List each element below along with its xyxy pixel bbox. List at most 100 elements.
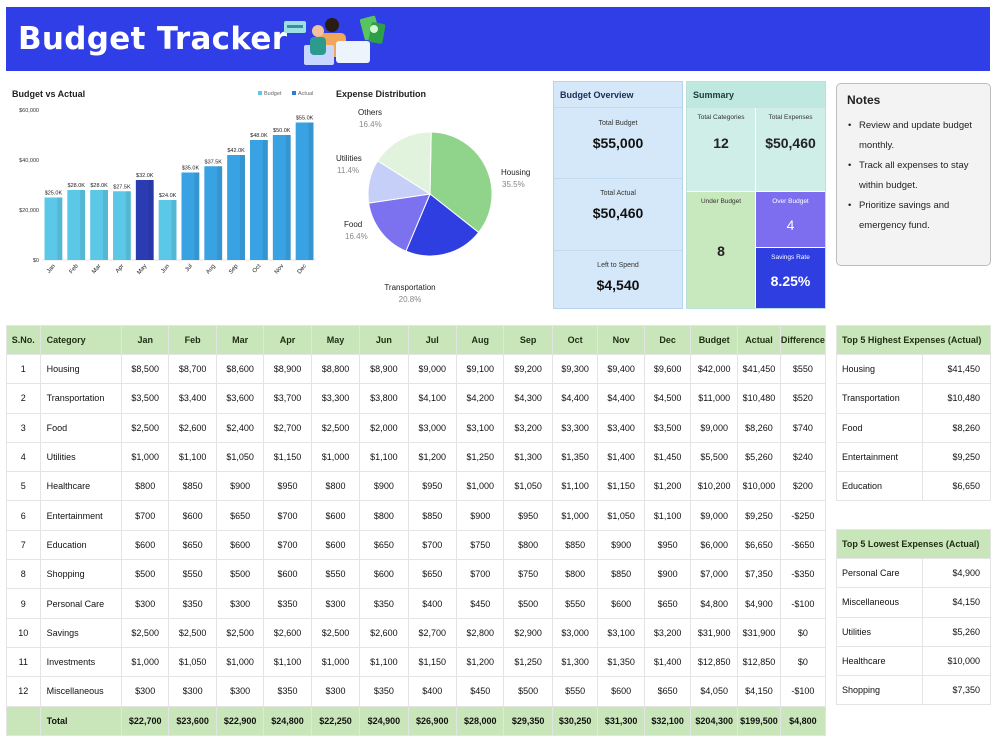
slice-percent: 16.4%: [345, 232, 368, 241]
bar: [204, 166, 223, 260]
slice-label: Utilities: [336, 154, 362, 163]
table-cell: $8,800: [310, 353, 361, 385]
x-tick-label: Feb: [69, 263, 81, 275]
table-cell: $300: [120, 588, 170, 619]
table-cell: $700: [263, 529, 312, 561]
list-item: Transportation $10,480: [836, 383, 991, 414]
table-cell: $11,000: [690, 383, 739, 414]
expense-amount: $4,150: [922, 587, 991, 618]
table-cell: $1,250: [503, 646, 553, 678]
column-header: Dec: [643, 325, 692, 355]
pie-slice: [429, 131, 493, 234]
table-cell: $900: [215, 471, 265, 502]
divider: [554, 250, 682, 251]
table-row: 8 Shopping $500 $550 $500 $600 $550 $600 $650 $70…: [6, 559, 827, 590]
category-cell: Savings: [39, 617, 122, 648]
table-cell: $3,200: [503, 412, 553, 443]
table-cell: $600: [359, 559, 409, 590]
table-cell: $450: [455, 588, 505, 619]
over-budget-value: 4: [786, 217, 795, 233]
column-header: Difference: [779, 325, 827, 355]
table-cell: $8,600: [215, 353, 265, 385]
bar: [250, 140, 268, 260]
table-cell: $800: [359, 500, 409, 531]
table-cell: $1,150: [263, 441, 312, 473]
table-cell: $3,400: [168, 383, 217, 414]
table-cell: $300: [168, 676, 217, 707]
savings-rate-label: Savings Rate: [771, 254, 810, 261]
expense-amount: $4,900: [922, 557, 991, 589]
bar-chart-title: Budget vs Actual: [12, 89, 86, 99]
table-cell: $199,500: [737, 705, 781, 736]
category-cell: Investments: [39, 646, 122, 678]
table-cell: $850: [168, 471, 217, 502]
expense-amount: $9,250: [922, 441, 991, 473]
x-tick-label: Aug: [205, 263, 216, 275]
table-cell: $4,900: [737, 588, 781, 619]
table-cell: $2,000: [359, 412, 409, 443]
expense-category: Transportation: [836, 383, 923, 414]
table-cell: $1,350: [597, 646, 645, 678]
expense-category: Personal Care: [836, 557, 923, 589]
table-cell: $22,900: [215, 705, 265, 736]
difference-cell: $0: [779, 646, 827, 678]
category-cell: Utilities: [39, 441, 122, 473]
table-cell: $2,700: [263, 412, 312, 443]
expense-amount: $7,350: [922, 675, 991, 706]
difference-cell: $200: [779, 471, 827, 502]
table-cell: $700: [263, 500, 312, 531]
table-cell: $1,000: [551, 500, 599, 531]
table-cell: $9,300: [551, 353, 599, 385]
table-cell: $1,400: [643, 646, 692, 678]
difference-cell: $0: [779, 617, 827, 648]
table-cell: $10,000: [737, 471, 781, 502]
slice-percent: 16.4%: [359, 120, 382, 129]
slice-percent: 20.8%: [399, 295, 422, 304]
table-cell: $650: [215, 500, 265, 531]
table-cell: $350: [263, 588, 312, 619]
total-actual-card: Total Actual $50,460: [554, 190, 682, 221]
table-cell: $23,600: [168, 705, 217, 736]
table-cell: $30,250: [551, 705, 599, 736]
y-tick-label: $60,000: [19, 108, 39, 114]
table-cell: $600: [168, 500, 217, 531]
column-header: Feb: [168, 325, 217, 355]
table-cell: $400: [407, 588, 458, 619]
column-header: Sep: [503, 325, 553, 355]
table-row: 10 Savings $2,500 $2,500 $2,500 $2,600 $2,500 $…: [6, 617, 827, 648]
column-header: Jun: [359, 325, 409, 355]
table-cell: $8,500: [120, 353, 170, 385]
list-item: Entertainment $9,250: [836, 441, 991, 473]
bar-shade: [217, 166, 223, 260]
table-cell: $9,000: [690, 500, 739, 531]
table-cell: $900: [643, 559, 692, 590]
list-item: Food $8,260: [836, 412, 991, 443]
data-label: $48.0K: [250, 133, 268, 139]
x-tick-label: Jun: [160, 263, 171, 274]
table-cell: $12,850: [690, 646, 739, 678]
column-header: Nov: [597, 325, 645, 355]
legend-swatch: [258, 91, 262, 95]
table-cell: $1,100: [359, 441, 409, 473]
table-row: 6 Entertainment $700 $600 $650 $700 $600 $800 $8…: [6, 500, 827, 531]
table-cell: $3,000: [551, 617, 599, 648]
table-cell: $650: [643, 588, 692, 619]
table-cell: $450: [455, 676, 505, 707]
table-cell: $24,800: [263, 705, 312, 736]
expense-amount: $6,650: [922, 471, 991, 502]
table-cell: $300: [215, 588, 265, 619]
total-categories-card: Total Categories 12: [687, 108, 756, 192]
x-tick-label: Nov: [274, 263, 285, 275]
table-cell: $2,800: [455, 617, 505, 648]
top5-lowest-title: Top 5 Lowest Expenses (Actual): [836, 529, 991, 559]
table-cell: $4,400: [551, 383, 599, 414]
bar-shade: [194, 172, 200, 260]
total-budget-value: $55,000: [592, 135, 644, 151]
y-tick-label: $20,000: [19, 208, 39, 214]
table-cell: $1,050: [503, 471, 553, 502]
table-cell: $32,100: [643, 705, 692, 736]
table-cell: $300: [310, 676, 361, 707]
table-cell: $3,000: [407, 412, 458, 443]
column-header: Mar: [215, 325, 265, 355]
table-row: 1 Housing $8,500 $8,700 $8,600 $8,900 $8,800 $8…: [6, 353, 827, 385]
